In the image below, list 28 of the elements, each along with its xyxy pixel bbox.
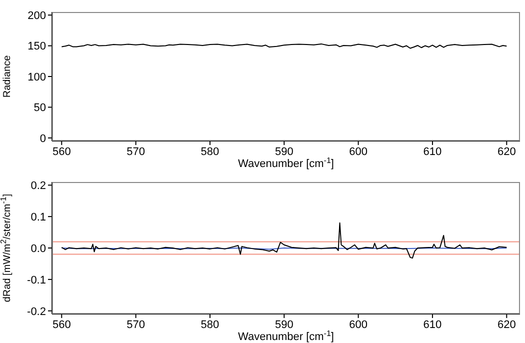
x-tick-label: 610 <box>423 146 442 158</box>
x-tick-label: 620 <box>497 318 516 331</box>
x-tick-label: 590 <box>274 146 294 158</box>
x-tick-label: 560 <box>52 146 71 158</box>
x-tick-label: 580 <box>200 146 220 158</box>
x-tick-label: 560 <box>52 318 71 331</box>
y-tick-label: 0 <box>40 132 46 145</box>
y-axis-title: Radiance <box>2 54 13 98</box>
x-tick-label: 600 <box>349 146 368 158</box>
line-series <box>61 222 508 259</box>
x-tick-label: 590 <box>274 318 294 331</box>
x-tick-label: 570 <box>126 318 145 331</box>
y-tick-label: 100 <box>28 71 46 84</box>
y-tick-label: 0.1 <box>30 211 46 224</box>
y-tick-label: 0.0 <box>30 242 46 255</box>
x-tick-label: 570 <box>126 146 145 158</box>
y-tick-label: 150 <box>28 40 46 53</box>
x-tick-label: 580 <box>200 318 220 331</box>
y-tick-label: -0.2 <box>27 306 46 318</box>
x-axis-title: Wavenumber [cm$^{-1}$] <box>238 156 334 170</box>
x-tick-label: 610 <box>423 318 442 331</box>
x-axis-title: Wavenumber [cm$^{-1}$] <box>238 328 334 343</box>
y-tick-label: 50 <box>34 102 46 114</box>
y-tick-label: -0.1 <box>27 274 46 286</box>
y-tick-label: 200 <box>28 10 46 22</box>
y-tick-label: 0.2 <box>30 180 46 192</box>
x-tick-label: 600 <box>349 318 368 331</box>
x-tick-label: 620 <box>497 146 516 158</box>
